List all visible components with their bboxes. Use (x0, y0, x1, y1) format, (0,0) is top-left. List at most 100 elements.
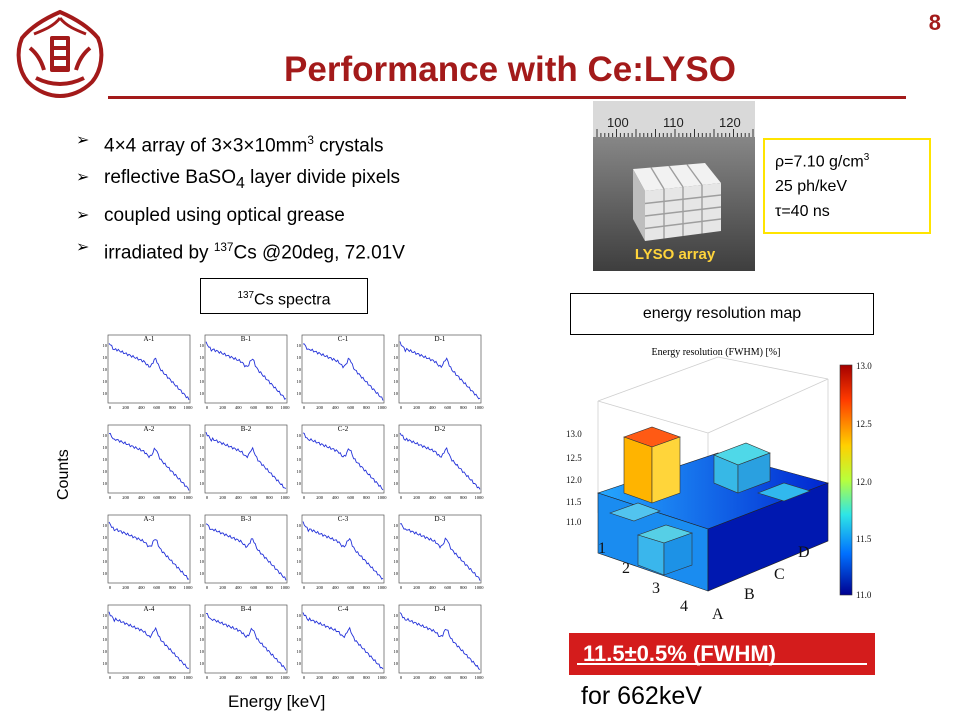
spectrum-y-tick: 10 (103, 637, 108, 642)
spectrum-x-tick: 1000 (378, 675, 388, 680)
spectrum-y-tick: 10 (103, 571, 108, 576)
spectrum-y-tick: 10 (297, 547, 302, 552)
arrow-bullet-icon: ➢ (76, 169, 90, 187)
spectrum-x-tick: 0 (400, 675, 403, 680)
spectrum-x-tick: 200 (219, 675, 227, 680)
spectrum-x-tick: 600 (347, 405, 355, 410)
spectrum-frame (301, 604, 385, 674)
spectrum-x-tick: 1000 (184, 405, 194, 410)
spectrum-x-tick: 200 (316, 495, 324, 500)
svg-text:13.0: 13.0 (856, 361, 872, 371)
spectrum-x-tick: 200 (413, 585, 421, 590)
spectrum-y-tick: 10 (297, 637, 302, 642)
bullet-item: ➢ 4×4 array of 3×3×10mm3 crystals (76, 125, 576, 162)
spectrum-panel: D-4 10 10 10 10 10 0 200 400 600 800 1000 (394, 604, 484, 680)
result-banner: 11.5±0.5% (FWHM) (569, 633, 875, 675)
spectrum-y-tick: 10 (200, 379, 205, 384)
spectrum-y-tick: 10 (103, 355, 108, 360)
spectrum-y-tick: 10 (394, 523, 399, 528)
spectrum-panel: D-2 10 10 10 10 10 0 200 400 600 800 1000 (394, 424, 484, 500)
spectrum-x-tick: 200 (413, 495, 421, 500)
spectrum-x-tick: 600 (444, 585, 452, 590)
spectrum-curve (205, 431, 287, 489)
spectrum-panel-label: B-1 (241, 335, 252, 343)
spectrum-y-tick: 10 (394, 457, 399, 462)
spectrum-y-tick: 10 (200, 661, 205, 666)
spectrum-y-tick: 10 (297, 571, 302, 576)
row-label: 2 (622, 560, 630, 577)
spectrum-panel: C-1 10 10 10 10 10 0 200 400 600 800 1000 (297, 334, 387, 410)
spectrum-panel: B-2 10 10 10 10 10 0 200 400 600 800 1000 (200, 424, 290, 500)
spectrum-x-tick: 400 (138, 495, 146, 500)
spectrum-x-tick: 200 (316, 585, 324, 590)
spectrum-y-tick: 10 (394, 391, 399, 396)
ruler-label: 120 (719, 115, 741, 130)
spectrum-y-tick: 10 (200, 535, 205, 540)
spectrum-x-tick: 400 (235, 675, 243, 680)
spectrum-y-tick: 10 (394, 547, 399, 552)
spectrum-y-tick: 10 (200, 625, 205, 630)
bullet-item: ➢ irradiated by 137Cs @20deg, 72.01V (76, 232, 576, 269)
bullet-list: ➢ 4×4 array of 3×3×10mm3 crystals ➢ reflec… (76, 125, 576, 269)
spectrum-x-tick: 0 (303, 675, 306, 680)
spectrum-curve (399, 612, 481, 670)
spectrum-panel: A-2 10 10 10 10 10 0 200 400 600 800 1000 (103, 424, 193, 500)
spectrum-x-tick: 400 (235, 405, 243, 410)
spectrum-curve (302, 612, 384, 670)
spectrum-y-tick: 10 (200, 433, 205, 438)
spectrum-y-tick: 10 (200, 469, 205, 474)
spectrum-frame (398, 424, 482, 494)
spectrum-y-tick: 10 (103, 523, 108, 528)
spectrum-y-tick: 10 (103, 481, 108, 486)
spectrum-x-tick: 0 (400, 495, 403, 500)
spectrum-curve (108, 432, 190, 491)
spectrum-y-tick: 10 (297, 355, 302, 360)
spectrum-frame (398, 514, 482, 584)
spectrum-x-tick: 400 (429, 675, 437, 680)
spectrum-x-tick: 800 (460, 675, 468, 680)
result-underline (577, 663, 867, 665)
spectrum-y-tick: 10 (394, 469, 399, 474)
spectrum-panel: C-4 10 10 10 10 10 0 200 400 600 800 1000 (297, 604, 388, 680)
spectrum-x-tick: 400 (138, 675, 146, 680)
spectrum-panel-label: D-4 (435, 605, 446, 613)
spectrum-x-tick: 0 (400, 405, 403, 410)
energy-axis-label: Energy [keV] (228, 692, 326, 711)
spectrum-x-tick: 1000 (281, 405, 291, 410)
spectrum-y-tick: 10 (297, 661, 302, 666)
spectrum-x-tick: 800 (169, 675, 177, 680)
spectrum-x-tick: 0 (206, 405, 209, 410)
spectrum-x-tick: 600 (153, 585, 161, 590)
spectrum-x-tick: 600 (347, 495, 355, 500)
spectrum-x-tick: 200 (219, 585, 227, 590)
spectrum-x-tick: 600 (444, 405, 452, 410)
plot3d-title: Energy resolution (FWHM) [%] (652, 347, 781, 358)
spectrum-x-tick: 200 (316, 405, 324, 410)
spectrum-x-tick: 600 (444, 675, 452, 680)
spectrum-y-tick: 10 (297, 613, 302, 618)
spectrum-x-tick: 400 (332, 675, 340, 680)
title-underline (108, 96, 906, 99)
spectrum-panel-label: B-3 (241, 515, 252, 523)
svg-text:12.5: 12.5 (566, 453, 582, 463)
spectrum-x-tick: 800 (363, 495, 371, 500)
spectrum-x-tick: 200 (219, 495, 227, 500)
spectrum-x-tick: 400 (332, 405, 340, 410)
university-logo (16, 9, 104, 99)
spectrum-y-tick: 10 (394, 559, 399, 564)
spectrum-x-tick: 0 (109, 405, 112, 410)
colorbar-ticks: 13.0 12.5 12.0 11.5 11.0 (856, 361, 872, 600)
col-label: A (712, 606, 724, 623)
spectrum-x-tick: 800 (169, 585, 177, 590)
spectrum-panel-label: B-2 (241, 425, 252, 433)
spectrum-panel: D-1 10 10 10 10 10 0 200 400 600 800 1000 (394, 334, 484, 410)
spectrum-x-tick: 200 (219, 405, 227, 410)
spectrum-x-tick: 600 (250, 495, 257, 500)
colorbar (839, 364, 853, 596)
ruler-label: 100 (607, 115, 629, 130)
spectrum-y-tick: 10 (394, 379, 399, 384)
spectrum-x-tick: 600 (347, 675, 355, 680)
spectrum-curve (205, 523, 287, 581)
spectrum-y-tick: 10 (200, 457, 205, 462)
spectrum-y-tick: 10 (297, 559, 302, 564)
